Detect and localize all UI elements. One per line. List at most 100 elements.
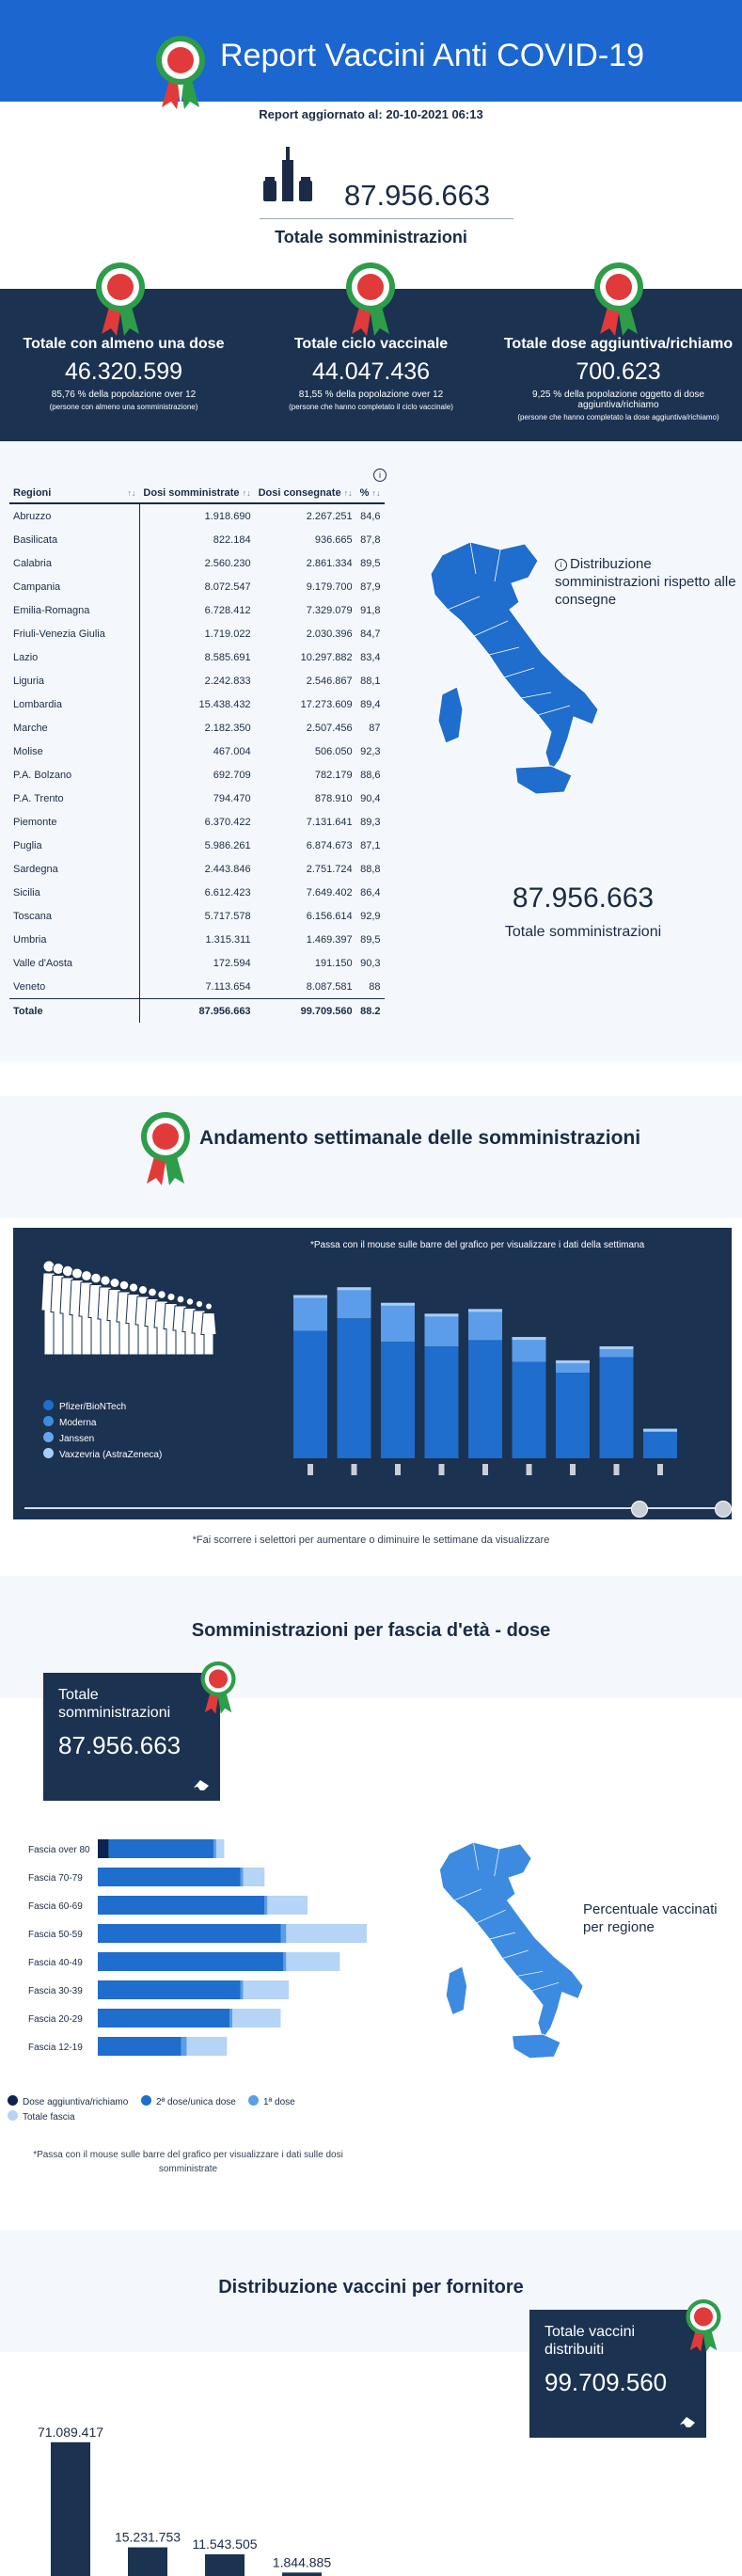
week-bar-astrazeneca[interactable] [643,1428,677,1432]
italy-map[interactable] [414,536,611,800]
age-bar-first-dose[interactable] [240,1868,244,1886]
supplier-bar-chart[interactable]: 71.089.417 15.231.753 11.543.505 1.844.885 [19,2409,414,2576]
column-header-administered[interactable]: Dosi somministrate ↑↓ [139,470,255,504]
supplier-bar[interactable] [205,2553,245,2576]
table-row[interactable]: Lombardia 15.438.432 17.273.609 89,4 [9,692,385,716]
legend-item-janssen[interactable]: Janssen [43,1432,94,1444]
week-bar-other[interactable] [337,1287,371,1319]
table-row[interactable]: Molise 467.004 506.050 92,3 [9,739,385,763]
eraser-icon[interactable] [678,2415,697,2428]
age-bar-first-dose[interactable] [240,1980,244,1999]
legend-item-first-dose[interactable]: 1ª dose [248,2095,295,2107]
week-bar-astrazeneca[interactable] [556,1360,590,1363]
table-row[interactable]: Puglia 5.986.261 6.874.673 87,1 [9,834,385,857]
week-bar-other[interactable] [424,1313,459,1347]
italy-vaccinated-map[interactable] [425,1833,594,2068]
week-range-slider[interactable] [24,1507,722,1509]
week-bar-astrazeneca[interactable] [468,1309,502,1312]
table-row[interactable]: Liguria 2.242.833 2.546.867 88,1 [9,669,385,692]
week-bar-other[interactable] [381,1302,415,1343]
week-bar-pfizer[interactable] [599,1357,634,1458]
table-row[interactable]: Friuli-Venezia Giulia 1.719.022 2.030.396 8… [9,622,385,645]
age-bar-second-dose[interactable] [98,2009,230,2027]
week-bar-other[interactable] [512,1337,546,1362]
week-bar-other[interactable] [468,1309,502,1341]
age-category-label: Fascia 60-69 [28,1901,83,1912]
slider-handle-end[interactable] [715,1501,732,1518]
sort-icon[interactable]: ↑↓ [371,488,381,498]
week-bar-pfizer[interactable] [643,1431,677,1458]
age-category-label: Fascia 50-59 [28,1930,83,1940]
sort-icon[interactable]: ↑↓ [242,488,251,498]
table-row[interactable]: Calabria 2.560.230 2.861.334 89,5 [9,551,385,575]
age-bar-first-dose[interactable] [181,2037,187,2056]
week-bar-pfizer[interactable] [381,1342,415,1458]
age-category-label: Fascia 30-39 [28,1986,83,1996]
week-bar-pfizer[interactable] [512,1361,546,1458]
table-row[interactable]: Sicilia 6.612.423 7.649.402 86,4 [9,881,385,904]
week-bar-astrazeneca[interactable] [381,1302,415,1306]
legend-item-pfizer[interactable]: Pfizer/BioNTech [43,1400,126,1412]
table-row[interactable]: Toscana 5.717.578 6.156.614 92,9 [9,904,385,928]
week-bar-pfizer[interactable] [468,1340,502,1458]
table-row[interactable]: Veneto 7.113.654 8.087.581 88 [9,975,385,999]
column-header-regions[interactable]: Regioni ↑↓ [9,470,140,504]
table-row[interactable]: Abruzzo 1.918.690 2.267.251 84,6 [9,503,385,528]
week-bar-pfizer[interactable] [337,1318,371,1458]
stat-title: Totale con almeno una dose [23,336,225,352]
week-bar-other[interactable] [293,1295,327,1331]
column-header-delivered[interactable]: Dosi consegnate ↑↓ [254,470,356,504]
info-icon[interactable]: i [373,469,387,482]
table-row[interactable]: Piemonte 6.370.422 7.131.641 89,3 [9,810,385,834]
week-bar-astrazeneca[interactable] [293,1295,327,1298]
legend-label: 2ª dose/unica dose [156,2097,236,2107]
table-row[interactable]: Valle d'Aosta 172.594 191.150 90,3 [9,951,385,975]
week-bar-pfizer[interactable] [293,1330,327,1458]
age-bar-chart[interactable]: Fascia over 80 Fascia 70-79 Fascia 60-69 Fa… [9,1825,376,2070]
supplier-bar[interactable] [282,2572,322,2576]
supplier-bar[interactable] [128,2547,167,2576]
legend-item-astrazeneca[interactable]: Vaxzevria (AstraZeneca) [43,1448,162,1460]
supplier-bar[interactable] [51,2441,90,2576]
eraser-icon[interactable] [192,1778,211,1791]
table-row[interactable]: Campania 8.072.547 9.179.700 87,9 [9,575,385,598]
age-bar-first-dose[interactable] [229,2009,232,2027]
age-bar-second-dose[interactable] [98,1980,241,1999]
week-bar-astrazeneca[interactable] [512,1337,546,1341]
week-bar-astrazeneca[interactable] [337,1287,371,1291]
sort-icon[interactable]: ↑↓ [127,488,136,498]
table-row[interactable]: Umbria 1.315.311 1.469.397 89,5 [9,928,385,951]
age-bar-second-dose[interactable] [108,1839,213,1858]
week-bar-astrazeneca[interactable] [424,1313,459,1317]
week-bar-pfizer[interactable] [556,1373,590,1458]
week-bar-other[interactable] [599,1346,634,1358]
table-row[interactable]: Basilicata 822.184 936.665 87,8 [9,528,385,551]
legend-item-booster[interactable]: Dose aggiuntiva/richiamo [8,2095,128,2107]
week-bar-astrazeneca[interactable] [599,1346,634,1350]
age-bar-first-dose[interactable] [213,1839,216,1858]
age-bar-second-dose[interactable] [98,1868,241,1886]
region-name: Emilia-Romagna [9,598,140,622]
table-row[interactable]: Marche 2.182.350 2.507.456 87 [9,716,385,739]
age-bar-first-dose[interactable] [264,1896,268,1915]
table-row[interactable]: P.A. Trento 794.470 878.910 90,4 [9,787,385,810]
table-row[interactable]: Sardegna 2.443.846 2.751.724 88,8 [9,857,385,881]
legend-item-moderna[interactable]: Moderna [43,1416,96,1428]
slider-handle-start[interactable] [630,1501,648,1518]
age-bar-first-dose[interactable] [283,1952,287,1971]
legend-item-second-dose[interactable]: 2ª dose/unica dose [141,2095,236,2107]
age-bar-second-dose[interactable] [98,1924,281,1943]
age-bar-second-dose[interactable] [98,1952,284,1971]
week-bar-pfizer[interactable] [424,1346,459,1458]
sort-icon[interactable]: ↑↓ [343,488,353,498]
age-bar-booster[interactable] [98,1839,109,1858]
age-bar-second-dose[interactable] [98,1896,265,1915]
age-bar-first-dose[interactable] [280,1924,287,1943]
table-row[interactable]: Lazio 8.585.691 10.297.882 83,4 [9,645,385,669]
table-row[interactable]: Emilia-Romagna 6.728.412 7.329.079 91,8 [9,598,385,622]
age-bar-second-dose[interactable] [98,2037,182,2056]
weekly-bar-chart[interactable] [282,1261,696,1487]
table-row[interactable]: P.A. Bolzano 692.709 782.179 88,6 [9,763,385,787]
week-bar-other[interactable] [556,1360,590,1374]
legend-item-total[interactable]: Totale fascia [8,2110,75,2123]
